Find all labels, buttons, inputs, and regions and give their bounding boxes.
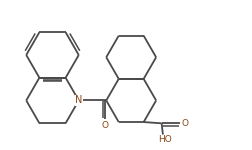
Text: O: O xyxy=(102,121,109,130)
Text: O: O xyxy=(181,119,188,128)
Text: N: N xyxy=(75,95,82,105)
Text: HO: HO xyxy=(159,135,172,144)
